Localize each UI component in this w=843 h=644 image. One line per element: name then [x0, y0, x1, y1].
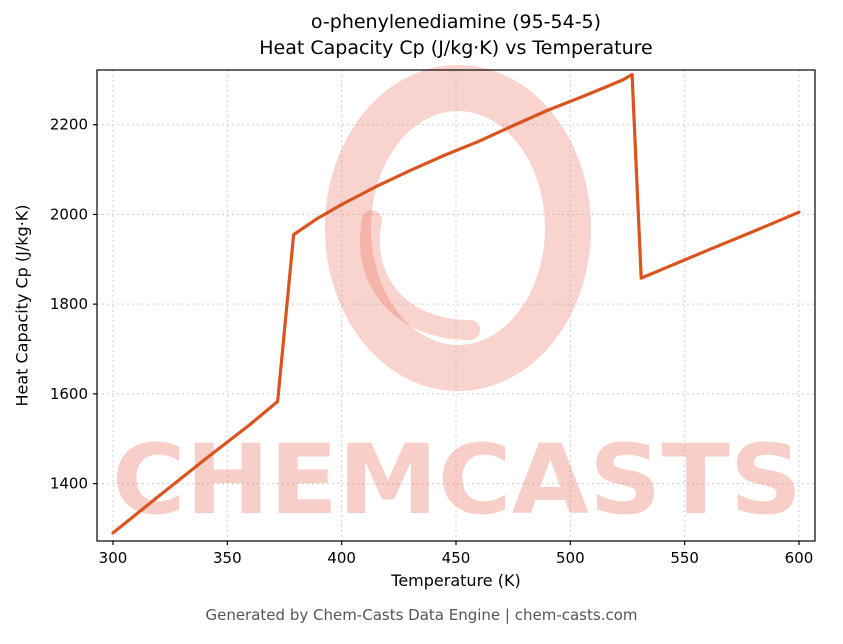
watermark-text: CHEMCASTS [112, 424, 802, 536]
chemcasts-logo-swirl-icon [359, 210, 480, 340]
x-tick-label: 400 [327, 549, 356, 567]
y-axis-label: Heat Capacity Cp (J/kg·K) [12, 204, 32, 407]
series-line-cp [111, 72, 801, 535]
y-tick-label: 2000 [50, 205, 88, 223]
x-tick-label: 350 [213, 549, 242, 567]
x-tick-label: 500 [556, 549, 585, 567]
chemcasts-logo-icon [325, 65, 591, 391]
x-tick-label: 300 [99, 549, 128, 567]
y-tick-label: 1800 [50, 295, 88, 313]
chart-title-compound: o-phenylenediamine (95-54-5) [310, 11, 602, 33]
footer-attribution: Generated by Chem-Casts Data Engine | ch… [205, 606, 638, 624]
x-tick-label: 550 [670, 549, 699, 567]
y-tick-label: 1400 [50, 475, 88, 493]
axis-ticks: 300 350 400 450 500 550 600 1400 1600 1800 2000 220… [50, 116, 814, 567]
chemcasts-watermark: CHEMCASTS [112, 65, 802, 536]
y-tick-label: 2200 [50, 116, 88, 134]
gridlines [97, 70, 815, 541]
x-tick-label: 600 [785, 549, 814, 567]
cp-vs-temperature-plot: CHEMCASTS 300 350 400 450 500 550 600 1400 1600 18… [50, 65, 816, 567]
chart-title-quantity: Heat Capacity Cp (J/kg·K) vs Temperature [259, 37, 653, 59]
x-axis-label: Temperature (K) [391, 571, 521, 590]
y-tick-label: 1600 [50, 385, 88, 403]
x-tick-label: 450 [442, 549, 471, 567]
